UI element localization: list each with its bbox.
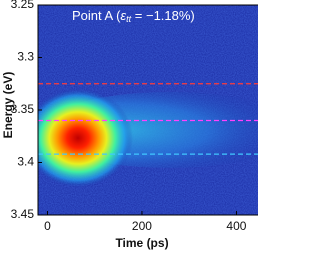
heatmap — [38, 5, 258, 215]
y-axis-label: Energy (eV) — [1, 72, 15, 139]
x-tick-label: 400 — [226, 219, 246, 233]
y-tick-label: 3.45 — [11, 207, 35, 221]
x-tick-label: 0 — [44, 219, 51, 233]
x-tick-label: 200 — [132, 219, 152, 233]
annotation-symbol: ε — [120, 8, 126, 23]
y-tick-label: 3.35 — [11, 102, 35, 116]
annotation-text: Point A ( — [72, 8, 121, 23]
y-tick-label: 3.4 — [17, 155, 34, 169]
x-axis-label: Time (ps) — [115, 236, 168, 250]
annotation-subscript: tt — [126, 14, 132, 24]
annotation: Point A (εtt = −1.18%) — [72, 8, 195, 24]
y-tick-label: 3.3 — [17, 50, 34, 64]
chart: Point A (εtt = −1.18%) Time (ps) Energy … — [1, 0, 258, 250]
y-tick-label: 3.25 — [11, 0, 35, 11]
annotation-text: = −1.18%) — [131, 8, 195, 23]
